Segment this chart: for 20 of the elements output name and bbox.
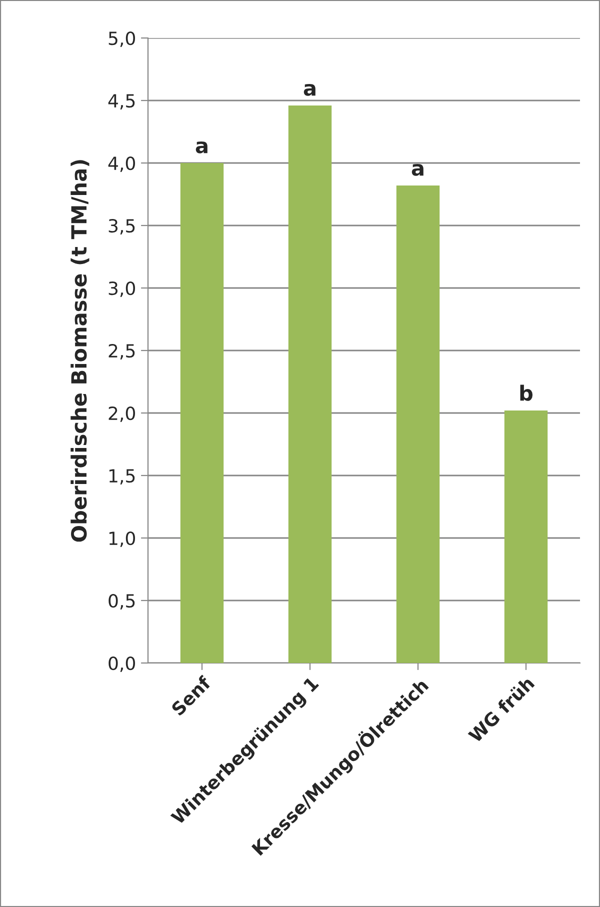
y-tick-label: 4,5 [108,94,135,110]
y-tick-label: 3,0 [108,281,135,297]
y-tick-label: 5,0 [108,31,135,47]
y-axis-title: Oberirdische Biomasse (t TM/ha) [70,160,90,542]
y-tick-label: 0,0 [108,656,135,672]
y-tick-label: 2,0 [108,406,135,422]
annotation: a [304,84,316,96]
annotation: a [196,141,208,154]
y-tick-label: 4,0 [108,156,135,172]
bar [504,410,548,663]
annotation: b [520,384,533,401]
y-tick-label: 1,5 [109,469,135,484]
y-tick-label: 2,5 [108,344,135,360]
bar [288,106,332,663]
bar [180,163,224,663]
y-tick-label: 3,5 [108,218,135,234]
bar [396,186,440,663]
y-tick-label: 1,0 [109,531,135,547]
y-tick-label: 0,5 [108,594,135,610]
annotation: a [412,164,424,176]
